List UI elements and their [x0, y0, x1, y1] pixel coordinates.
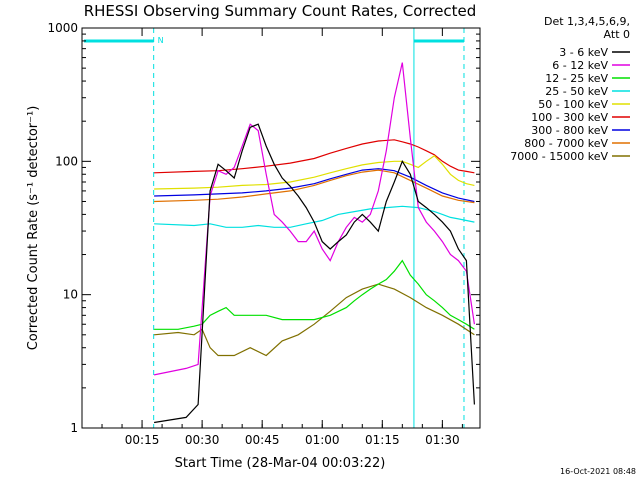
series-line-5	[154, 139, 475, 174]
legend-header-line-2: Att 0	[604, 28, 630, 41]
chart-title: RHESSI Observing Summary Count Rates, Co…	[84, 2, 477, 20]
series-line-8	[154, 283, 475, 357]
series-line-2	[154, 259, 475, 330]
y-axis-label: Corrected Count Rate (s⁻¹ detector⁻¹)	[26, 106, 41, 351]
night-flag-label: N	[158, 36, 164, 45]
axes: 00:15 00:30 00:45 01:00 01:15 01:30 1 10 100 1000	[47, 21, 480, 447]
plot-frame	[81, 27, 481, 429]
y-tick-label-2: 100	[55, 154, 78, 168]
series-line-0	[154, 123, 475, 424]
legend-label-6: 300 - 800 keV	[531, 124, 608, 137]
legend-label-4: 50 - 100 keV	[538, 98, 608, 111]
x-tick-label-0: 00:15	[125, 433, 160, 447]
legend-label-1: 6 - 12 keV	[552, 59, 608, 72]
series-line-1	[153, 62, 475, 376]
x-tick-label-2: 00:45	[245, 433, 280, 447]
legend-label-5: 100 - 300 keV	[531, 111, 608, 124]
legend-label-7: 800 - 7000 keV	[524, 137, 608, 150]
legend-label-0: 3 - 6 keV	[559, 46, 608, 59]
legend-label-3: 25 - 50 keV	[545, 85, 608, 98]
x-axis-label: Start Time (28-Mar-04 00:03:22)	[175, 456, 386, 471]
legend-label-8: 7000 - 15000 keV	[510, 150, 608, 163]
series-line-4	[154, 155, 475, 190]
legend-header-line-1: Det 1,3,4,5,6,9,	[544, 15, 630, 28]
x-tick-label-5: 01:30	[425, 433, 460, 447]
x-tick-label-4: 01:15	[365, 433, 400, 447]
y-tick-label-0: 1	[70, 421, 78, 435]
x-tick-label-1: 00:30	[185, 433, 220, 447]
legend-label-2: 12 - 25 keV	[545, 72, 608, 85]
series-line-7	[154, 169, 475, 204]
plot-area: N	[84, 28, 475, 428]
series-line-6	[154, 168, 475, 203]
y-tick-label-3: 1000	[47, 21, 78, 35]
series-line-3	[154, 205, 475, 228]
x-tick-label-3: 01:00	[305, 433, 340, 447]
y-tick-label-1: 10	[63, 288, 78, 302]
timestamp: 16-Oct-2021 08:48	[560, 467, 636, 476]
